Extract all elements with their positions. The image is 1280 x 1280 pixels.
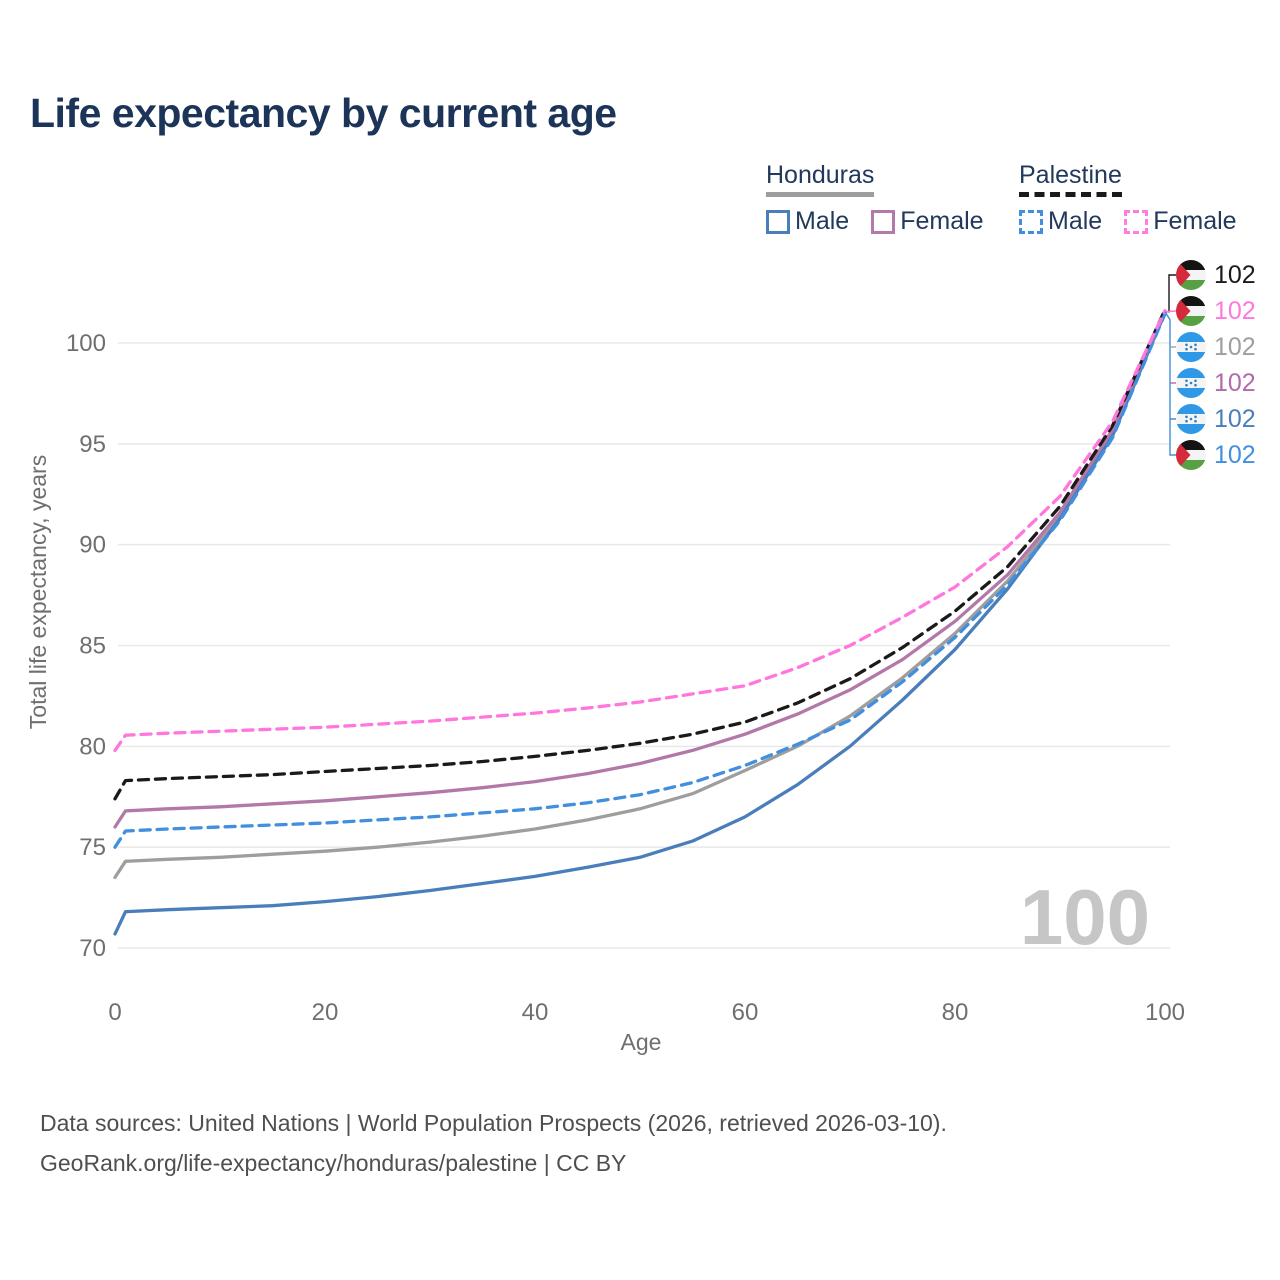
x-tick-label-100: 100 bbox=[1145, 999, 1185, 1026]
series-palestine-male[interactable] bbox=[113, 312, 1167, 849]
series-honduras-male[interactable] bbox=[113, 311, 1167, 936]
legend-label-honduras-male[interactable]: Male bbox=[795, 207, 850, 235]
honduras-flag-icon bbox=[1176, 332, 1206, 362]
chart-title: Life expectancy by current age bbox=[30, 90, 617, 136]
x-axis-title: Age bbox=[621, 1029, 662, 1055]
end-label-row-palestine-female: 102 bbox=[1176, 293, 1256, 329]
legend-group-honduras: Honduras Male Female bbox=[766, 161, 1006, 236]
leader-line-palestine-female bbox=[1164, 310, 1177, 313]
end-value-label: 102 bbox=[1214, 404, 1256, 433]
legend-row-palestine: Male Female bbox=[1019, 207, 1259, 236]
series-palestine[interactable] bbox=[113, 308, 1167, 801]
end-label-row-palestine: 102 bbox=[1176, 257, 1256, 293]
footer-attribution: GeoRank.org/life-expectancy/honduras/pal… bbox=[40, 1150, 627, 1176]
legend-swatch-honduras-female[interactable] bbox=[871, 209, 896, 234]
legend-label-palestine-male[interactable]: Male bbox=[1048, 207, 1103, 235]
palestine-flag-icon bbox=[1176, 440, 1206, 470]
y-tick-label-95: 95 bbox=[79, 431, 106, 458]
end-value-label: 102 bbox=[1214, 260, 1256, 289]
series-honduras[interactable] bbox=[113, 311, 1167, 880]
x-tick-label-20: 20 bbox=[312, 999, 339, 1026]
series-palestine-female[interactable] bbox=[113, 309, 1167, 753]
legend-header-honduras[interactable]: Honduras bbox=[766, 161, 875, 197]
honduras-flag-icon bbox=[1176, 368, 1206, 398]
legend-swatch-honduras-male[interactable] bbox=[766, 209, 790, 234]
end-label-row-honduras-male: 102 bbox=[1176, 401, 1256, 437]
y-tick-label-80: 80 bbox=[79, 733, 106, 760]
legend-label-palestine-female[interactable]: Female bbox=[1153, 207, 1237, 235]
y-tick-label-75: 75 bbox=[79, 834, 106, 861]
leader-line-palestine bbox=[1165, 274, 1176, 313]
legend-swatch-palestine-female[interactable] bbox=[1124, 209, 1149, 234]
y-tick-label-90: 90 bbox=[79, 532, 106, 559]
end-label-row-honduras: 102 bbox=[1176, 329, 1256, 365]
end-label-row-palestine-male: 102 bbox=[1176, 437, 1256, 473]
legend-label-honduras-female[interactable]: Female bbox=[900, 207, 984, 235]
end-value-label: 102 bbox=[1214, 296, 1256, 325]
y-axis-title: Total life expectancy, years bbox=[25, 455, 51, 729]
end-value-label: 102 bbox=[1214, 440, 1256, 469]
y-tick-label-85: 85 bbox=[79, 633, 106, 660]
end-value-label: 102 bbox=[1214, 332, 1256, 361]
palestine-flag-icon bbox=[1176, 260, 1206, 290]
y-tick-label-100: 100 bbox=[66, 330, 106, 357]
end-label-row-honduras-female: 102 bbox=[1176, 365, 1256, 401]
leader-line-palestine-male bbox=[1164, 311, 1176, 456]
end-value-labels: 102 102 102 102 bbox=[1176, 257, 1256, 473]
legend-header-palestine[interactable]: Palestine bbox=[1019, 161, 1122, 197]
series-honduras-female[interactable] bbox=[113, 310, 1167, 829]
x-tick-label-40: 40 bbox=[522, 999, 549, 1026]
palestine-flag-icon bbox=[1176, 296, 1206, 326]
y-tick-label-70: 70 bbox=[79, 935, 106, 962]
x-tick-label-0: 0 bbox=[108, 999, 121, 1026]
x-tick-label-60: 60 bbox=[732, 999, 759, 1026]
x-tick-label-80: 80 bbox=[942, 999, 969, 1026]
legend-swatch-palestine-male[interactable] bbox=[1019, 209, 1043, 234]
legend-row-honduras: Male Female bbox=[766, 207, 1006, 236]
legend-group-palestine: Palestine Male Female bbox=[1019, 161, 1259, 236]
end-value-label: 102 bbox=[1214, 368, 1256, 397]
footer-data-sources: Data sources: United Nations | World Pop… bbox=[40, 1110, 947, 1136]
age-counter-watermark: 100 bbox=[1020, 873, 1150, 961]
honduras-flag-icon bbox=[1176, 404, 1206, 434]
